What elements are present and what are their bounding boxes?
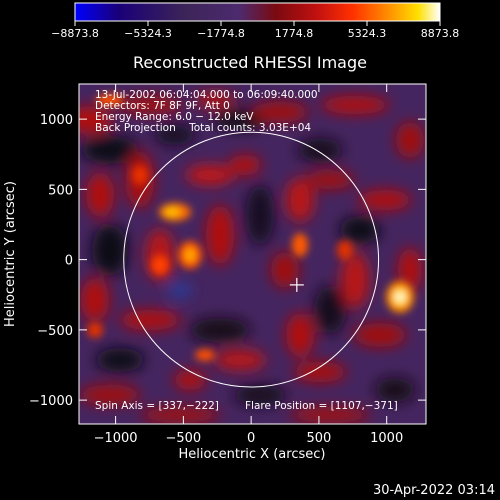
x-tick-label: 500 [307, 431, 332, 446]
colorbar-tick-label: −5324.3 [124, 27, 172, 40]
colorbar-tick-label: 1774.8 [275, 27, 314, 40]
image-background [79, 84, 426, 424]
colorbar-tick-label: 8873.8 [421, 27, 460, 40]
colorbar-tick-label: −1774.8 [197, 27, 245, 40]
y-tick-label: 500 [48, 183, 73, 198]
timestamp: 30-Apr-2022 03:14 [373, 483, 495, 498]
spin-axis-label: Spin Axis = [337,−222] [95, 400, 219, 412]
y-tick-label: 1000 [40, 113, 73, 128]
x-tick-label: 1000 [370, 431, 403, 446]
info-detectors: Detectors: 7F 8F 9F, Att 0 [95, 100, 230, 112]
x-tick-label: −1000 [94, 431, 138, 446]
colorbar [74, 2, 441, 22]
colorbar-ticks: −8873.8 −5324.3 −1774.8 1774.8 5324.3 8873.8 [51, 21, 459, 40]
solar-disk-limb [123, 131, 380, 388]
plot-frame [78, 83, 427, 425]
bright-structure [87, 94, 414, 361]
flare-marker [289, 277, 304, 292]
colorbar-tick-label: 5324.3 [348, 27, 387, 40]
x-tick-label: −500 [166, 431, 202, 446]
y-tick-label: 0 [65, 254, 73, 269]
chart-title: Reconstructed RHESSI Image [133, 53, 367, 72]
y-axis-label: Heliocentric Y (arcsec) [3, 181, 18, 327]
info-method: Back Projection Total counts: 3.03E+04 [95, 122, 311, 134]
diffuse-structure [79, 92, 424, 423]
image-area [79, 84, 426, 424]
x-tick-label: 0 [247, 431, 255, 446]
axes: −1000 −500 0 500 1000 −1000 −500 0 500 1000 [29, 84, 426, 446]
colorbar-tick-label: −8873.8 [51, 27, 99, 40]
info-energy: Energy Range: 6.0 − 12.0 keV [95, 111, 254, 123]
y-tick-label: −500 [37, 324, 73, 339]
y-tick-label: −1000 [29, 394, 73, 409]
info-time: 13-Jul-2002 06:04:04.000 to 06:09:40.000 [95, 89, 318, 101]
info-block: 13-Jul-2002 06:04:04.000 to 06:09:40.000… [95, 89, 318, 134]
flare-position-label: Flare Position = [1107,−371] [245, 400, 398, 412]
x-axis-label: Heliocentric X (arcsec) [179, 447, 326, 462]
